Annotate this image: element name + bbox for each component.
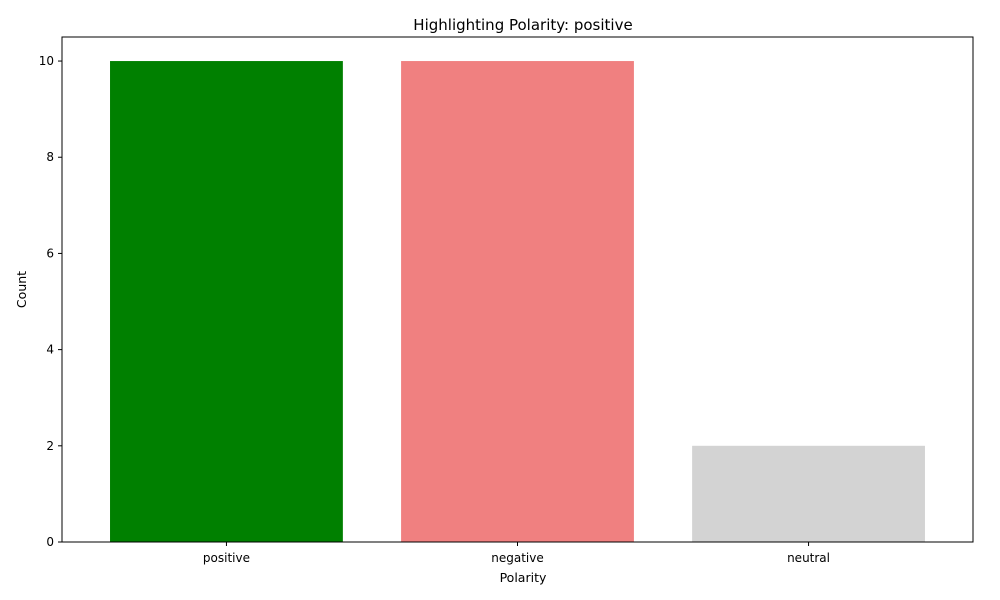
bar-neutral — [692, 445, 925, 542]
x-axis-label: Polarity — [500, 570, 547, 585]
x-tick-label-positive: positive — [203, 551, 250, 565]
x-tick-label-negative: negative — [491, 551, 543, 565]
plot-frame — [61, 36, 974, 543]
y-tick-label-10: 10 — [39, 54, 54, 68]
y-tick-label-0: 0 — [46, 535, 54, 549]
bar-positive — [110, 61, 343, 543]
bars-group — [110, 61, 925, 543]
x-axis-ticks: positive negative neutral — [203, 542, 830, 565]
y-tick-label-6: 6 — [46, 246, 54, 260]
y-tick-label-2: 2 — [46, 439, 54, 453]
y-tick-label-8: 8 — [46, 150, 54, 164]
bar-negative — [401, 61, 634, 543]
y-tick-label-4: 4 — [46, 343, 54, 357]
y-axis-ticks: 0 2 4 6 8 10 — [39, 54, 62, 549]
chart-title: Highlighting Polarity: positive — [413, 16, 632, 34]
y-axis-label: Count — [14, 271, 29, 308]
x-tick-label-neutral: neutral — [787, 551, 830, 565]
